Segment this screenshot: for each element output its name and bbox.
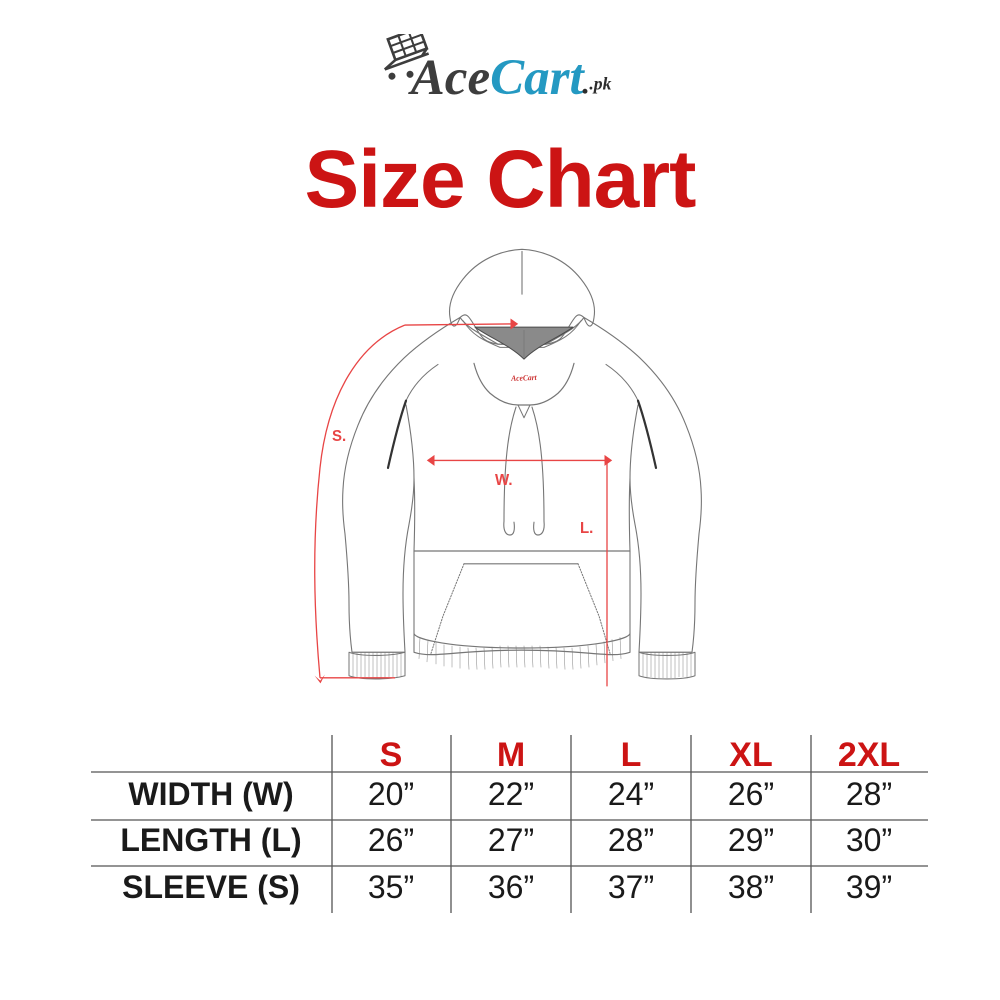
svg-text:20”: 20”: [368, 776, 414, 812]
svg-text:29”: 29”: [728, 822, 774, 858]
svg-text:WIDTH (W): WIDTH (W): [128, 776, 293, 812]
svg-text:24”: 24”: [608, 776, 654, 812]
svg-text:30”: 30”: [846, 822, 892, 858]
svg-text:S: S: [380, 736, 403, 774]
svg-text:XL: XL: [729, 736, 772, 774]
svg-text:36”: 36”: [488, 869, 534, 905]
svg-text:28”: 28”: [846, 776, 892, 812]
svg-text:M: M: [497, 736, 525, 774]
svg-text:38”: 38”: [728, 869, 774, 905]
svg-text:35”: 35”: [368, 869, 414, 905]
svg-text:LENGTH (L): LENGTH (L): [120, 822, 301, 858]
svg-text:26”: 26”: [728, 776, 774, 812]
svg-text:39”: 39”: [846, 869, 892, 905]
svg-text:SLEEVE (S): SLEEVE (S): [122, 869, 300, 905]
svg-text:28”: 28”: [608, 822, 654, 858]
svg-text:27”: 27”: [488, 822, 534, 858]
svg-text:26”: 26”: [368, 822, 414, 858]
svg-text:37”: 37”: [608, 869, 654, 905]
svg-text:22”: 22”: [488, 776, 534, 812]
svg-text:2XL: 2XL: [838, 736, 900, 774]
svg-text:L: L: [621, 736, 642, 774]
